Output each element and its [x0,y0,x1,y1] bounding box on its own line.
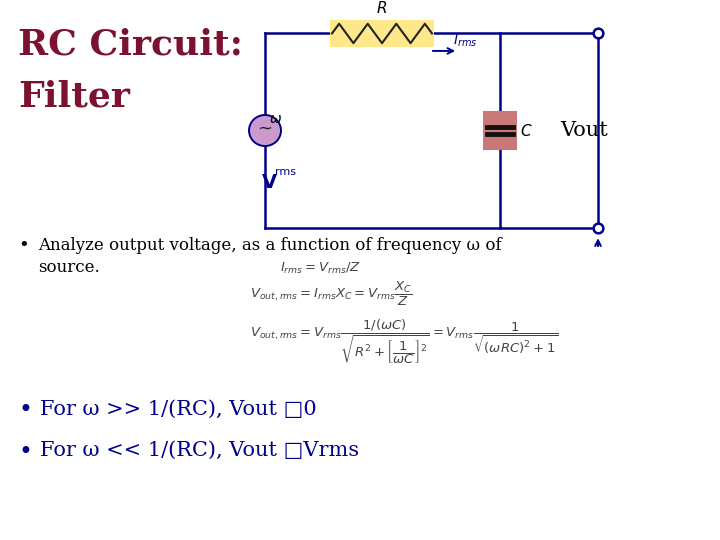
Text: $R$: $R$ [377,0,387,16]
Text: For ω >> 1/(RC), Vout □0: For ω >> 1/(RC), Vout □0 [40,399,317,418]
Text: RC Circuit:: RC Circuit: [18,28,243,62]
FancyBboxPatch shape [330,20,434,47]
Text: •: • [18,237,29,255]
Text: •: • [18,399,32,422]
FancyBboxPatch shape [483,111,517,150]
Text: $I_{rms} = V_{rms} / Z$: $I_{rms} = V_{rms} / Z$ [280,260,361,275]
Text: •: • [18,441,32,464]
Text: Filter: Filter [18,79,130,113]
Text: $V_{out,rms} = V_{rms} \dfrac{1/(\omega C)}{\sqrt{R^2 + \left[\dfrac{1}{\omega C: $V_{out,rms} = V_{rms} \dfrac{1/(\omega … [250,317,559,366]
Text: $\omega$: $\omega$ [269,112,282,126]
Text: rms: rms [275,167,296,177]
Circle shape [249,115,281,146]
Text: source.: source. [38,259,100,275]
Text: For ω << 1/(RC), Vout □Vrms: For ω << 1/(RC), Vout □Vrms [40,441,359,460]
Text: ~: ~ [258,119,272,138]
Text: $\mathbf{V}$: $\mathbf{V}$ [261,173,278,192]
Text: $I_{rms}$: $I_{rms}$ [453,32,477,49]
Text: $V_{out,rms} = I_{rms} X_C = V_{rms} \dfrac{X_C}{Z}$: $V_{out,rms} = I_{rms} X_C = V_{rms} \df… [250,280,413,308]
Text: Analyze output voltage, as a function of frequency ω of: Analyze output voltage, as a function of… [38,237,502,254]
Text: $C$: $C$ [520,123,533,138]
Text: Vout: Vout [560,121,608,140]
